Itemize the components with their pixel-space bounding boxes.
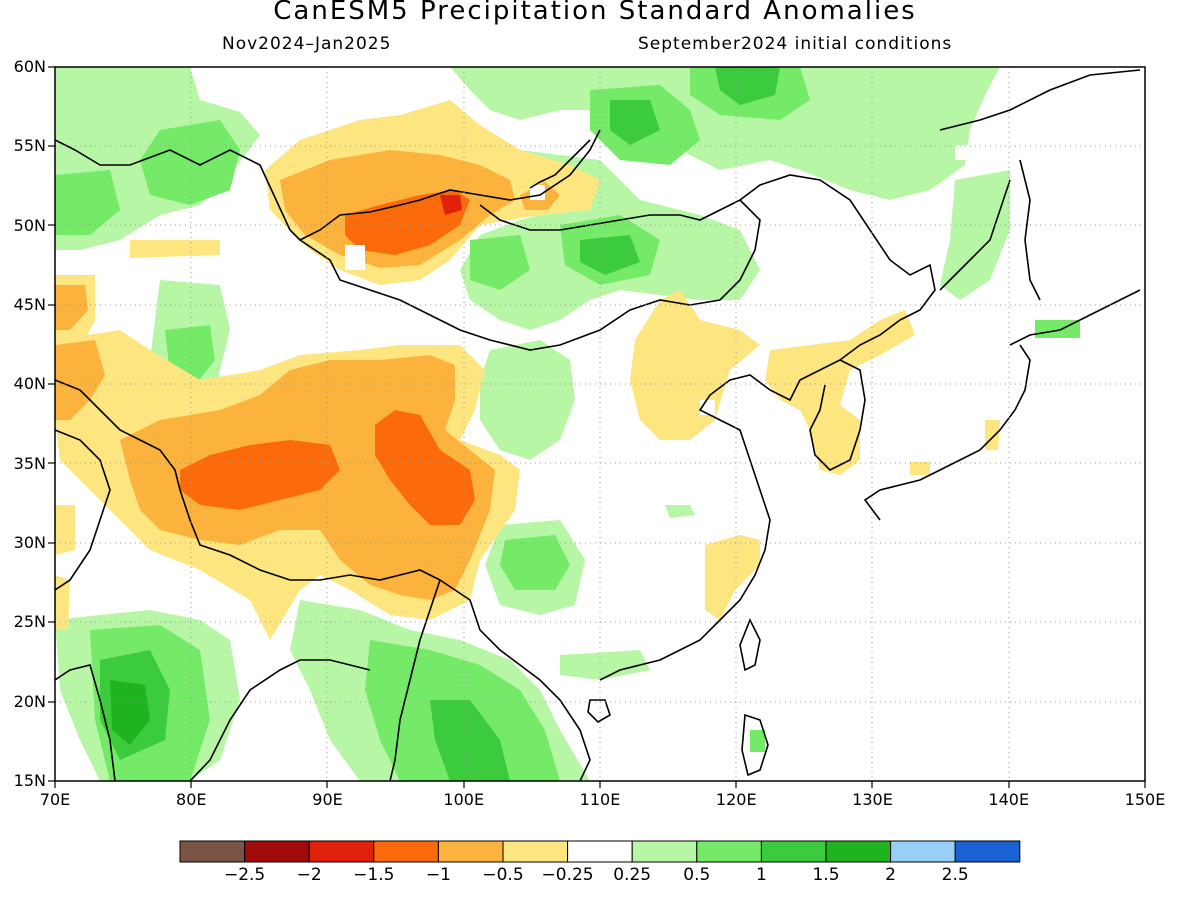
initial-conditions: September2024 initial conditions	[638, 34, 953, 54]
latitude-tick-label: 60N	[13, 57, 46, 76]
map-title: CanESM5 Precipitation Standard Anomalies	[273, 0, 917, 26]
colorbar-swatch	[954, 840, 1021, 863]
colorbar-swatch	[437, 840, 504, 863]
latitude-tick-label: 25N	[13, 612, 46, 632]
forecast-period: Nov2024–Jan2025	[222, 34, 392, 54]
longitude-tick-label: 120E	[715, 790, 757, 809]
colorbar-tick-label: 2.5	[941, 865, 969, 885]
anomaly-red-orange-regions	[440, 195, 462, 215]
colorbar-swatch	[890, 840, 956, 863]
colorbar-swatch	[696, 840, 762, 863]
anomaly-neutral-patches	[345, 100, 1060, 415]
longitude-tick-label: 110E	[579, 790, 621, 809]
latitude-tick-label: 20N	[13, 691, 46, 711]
anomaly-orange-regions	[180, 190, 475, 525]
colorbar-tick-label: 0.5	[683, 865, 711, 885]
coastlines-borders	[55, 69, 1141, 781]
colorbar-swatch	[244, 840, 310, 863]
latitude-tick-label: 35N	[13, 453, 46, 473]
longitude-tick-label: 150E	[1124, 790, 1166, 809]
longitude-tick-label: 90E	[312, 790, 343, 809]
latitude-tick-label: 50N	[13, 215, 46, 235]
colorbar-tick-label: −0.25	[541, 865, 594, 885]
colorbar-swatch	[373, 840, 439, 863]
latitude-tick-label: 55N	[13, 136, 46, 156]
colorbar-tick-label: −1.5	[353, 865, 395, 885]
longitude-tick-label: 80E	[176, 790, 207, 809]
colorbar-swatch	[502, 840, 569, 863]
colorbar	[179, 840, 1021, 863]
colorbar-tick-label: −2.5	[223, 865, 266, 885]
tick-marks	[48, 66, 1146, 788]
longitude-tick-label: 100E	[443, 790, 485, 809]
longitude-tick-label: 140E	[988, 790, 1030, 809]
longitude-tick-label: 70E	[39, 790, 71, 809]
colorbar-swatch	[308, 840, 375, 863]
latitude-tick-label: 15N	[13, 771, 46, 790]
latitude-tick-label: 40N	[13, 374, 46, 394]
colorbar-tick-label: −1	[425, 865, 451, 885]
colorbar-swatch	[760, 840, 827, 863]
colorbar-tick-label: −0.5	[482, 865, 524, 885]
colorbar-swatch	[825, 840, 892, 863]
latitude-tick-label: 30N	[13, 533, 46, 552]
colorbar-tick-label: 0.25	[613, 865, 652, 885]
colorbar-tick-label: 1	[755, 865, 767, 885]
anomaly-fields	[55, 67, 1080, 781]
latitude-tick-label: 45N	[13, 295, 46, 314]
grid-lines	[55, 67, 1145, 781]
colorbar-swatch	[179, 840, 246, 863]
colorbar-tick-label: 1.5	[812, 865, 840, 885]
anomaly-dark-green-regions	[110, 680, 150, 745]
colorbar-swatch	[567, 840, 633, 863]
longitude-tick-label: 130E	[852, 790, 893, 809]
colorbar-tick-label: 2	[885, 865, 896, 885]
colorbar-swatch	[631, 840, 698, 863]
colorbar-tick-label: −2	[296, 865, 322, 885]
